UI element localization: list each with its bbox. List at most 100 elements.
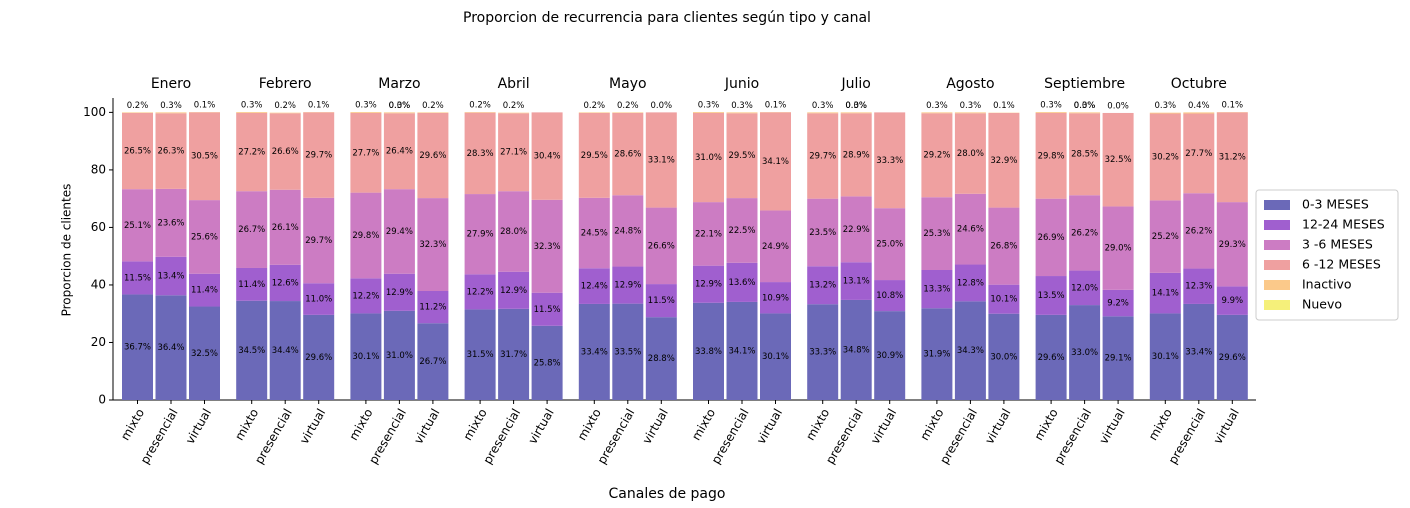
x-tick-label: mixto	[461, 406, 490, 443]
bar-segment	[417, 323, 449, 400]
data-label: 29.6%	[419, 151, 446, 161]
data-label: 13.3%	[923, 285, 950, 295]
data-label: 12.9%	[500, 286, 527, 296]
data-label: 31.0%	[695, 153, 722, 163]
x-tick-label: virtual	[1096, 406, 1127, 446]
data-label: 31.2%	[1219, 153, 1246, 163]
bar-segment	[1149, 313, 1181, 400]
bar-segment	[1102, 206, 1134, 290]
data-label: 28.5%	[1071, 150, 1098, 160]
group-label: Febrero	[259, 76, 312, 92]
data-label: 32.5%	[191, 349, 218, 359]
data-label: 0.2%	[274, 101, 296, 111]
data-label: 30.0%	[990, 352, 1017, 362]
data-label: 0.2%	[127, 101, 149, 111]
bar-segment	[921, 308, 953, 400]
data-label: 0.3%	[1154, 101, 1176, 111]
bar-segment	[954, 112, 986, 114]
legend-swatch	[1264, 240, 1290, 250]
legend-label: Nuevo	[1302, 297, 1342, 312]
data-label: 29.8%	[352, 231, 379, 241]
data-label: 25.1%	[124, 221, 151, 231]
bar-segment	[578, 112, 610, 113]
data-label: 12.9%	[386, 288, 413, 298]
x-tick-label: virtual	[183, 406, 214, 446]
data-label: 29.3%	[1219, 240, 1246, 250]
bar-segment	[1149, 112, 1181, 114]
data-label: 22.9%	[843, 225, 870, 235]
data-label: 22.5%	[728, 226, 755, 236]
x-tick-label: mixto	[232, 406, 261, 443]
data-label: 12.0%	[1071, 283, 1098, 293]
bar-segment	[612, 195, 644, 267]
bar-segment	[236, 267, 268, 301]
data-label: 29.6%	[1038, 353, 1065, 363]
bar-segment	[498, 191, 530, 272]
bar-segment	[1102, 112, 1134, 207]
bar-segment	[350, 278, 382, 314]
data-label: 29.4%	[386, 227, 413, 237]
bar-segment	[1216, 314, 1248, 400]
bar-segment	[236, 112, 268, 192]
data-label: 36.4%	[157, 343, 184, 353]
bar-segment	[840, 262, 872, 300]
legend-swatch	[1264, 220, 1290, 230]
bar-segment	[155, 112, 187, 114]
bar-segment	[1069, 195, 1101, 271]
group-label: Agosto	[946, 76, 994, 92]
data-label: 0.3%	[926, 101, 948, 111]
bar-segment	[760, 282, 791, 314]
data-label: 12.3%	[1185, 282, 1212, 292]
y-tick-label: 60	[91, 220, 106, 234]
bar-segment	[954, 113, 986, 194]
data-label: 0.1%	[993, 101, 1015, 111]
bar-segment	[612, 303, 644, 400]
bar-segment	[1216, 112, 1248, 203]
y-tick-label: 0	[98, 393, 106, 407]
bar-segment	[122, 261, 153, 295]
data-label: 0.3%	[355, 101, 377, 111]
data-label: 31.5%	[467, 350, 494, 360]
legend-swatch	[1264, 280, 1290, 290]
data-label: 29.5%	[728, 151, 755, 161]
bar-segment	[189, 200, 220, 274]
x-tick-label: mixto	[1032, 406, 1061, 443]
data-label: 11.2%	[419, 303, 446, 313]
data-label: 33.3%	[809, 348, 836, 358]
data-label: 31.7%	[500, 350, 527, 360]
y-tick-label: 100	[83, 105, 106, 119]
data-label: 26.4%	[386, 147, 413, 157]
bar-segment	[1069, 112, 1101, 114]
bar-segment	[350, 112, 382, 113]
data-label: 29.7%	[305, 151, 332, 161]
bar-segment	[122, 294, 153, 400]
group-label: Septiembre	[1044, 76, 1125, 92]
x-tick-label: virtual	[411, 406, 442, 446]
data-label: 0.1%	[308, 101, 330, 111]
data-label: 0.3%	[812, 101, 834, 111]
data-label: 13.5%	[1038, 291, 1065, 301]
data-label: 30.4%	[534, 152, 561, 162]
bar-segment	[350, 313, 382, 400]
bar-segment	[921, 113, 953, 198]
data-label: 27.9%	[467, 230, 494, 240]
legend-swatch	[1264, 260, 1290, 270]
bar-segment	[874, 112, 906, 209]
data-label: 24.8%	[614, 226, 641, 236]
data-label: 28.8%	[648, 354, 675, 364]
data-label: 11.5%	[124, 273, 151, 283]
bar-segment	[874, 208, 906, 281]
data-label: 26.3%	[157, 147, 184, 157]
data-label: 24.5%	[581, 229, 608, 239]
x-tick-label: virtual	[982, 406, 1013, 446]
data-label: 0.3%	[160, 101, 182, 111]
data-label: 0.0%	[1074, 101, 1096, 111]
bar-segment	[578, 197, 610, 269]
data-label: 33.4%	[1185, 347, 1212, 357]
bar-segment	[417, 290, 449, 324]
bar-segment	[578, 112, 610, 198]
data-label: 27.7%	[352, 148, 379, 158]
x-tick-label: mixto	[689, 406, 718, 443]
y-tick-label: 40	[91, 277, 106, 291]
